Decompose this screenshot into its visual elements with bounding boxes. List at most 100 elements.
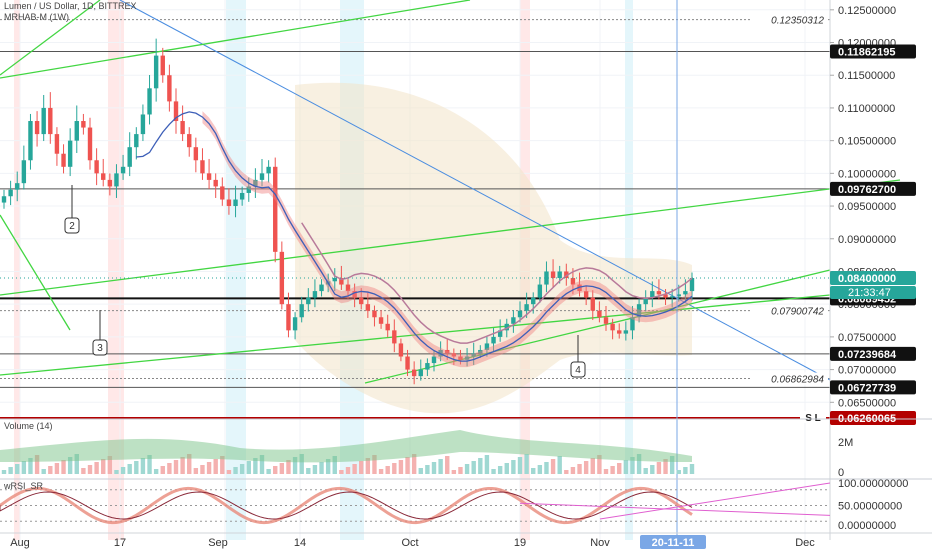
candle-body [617,330,622,334]
volume-bar [200,465,205,474]
wrsi-trendline [519,502,831,516]
volume-bar [623,460,629,474]
volume-bar [67,457,73,474]
candle-body [127,147,132,167]
volume-bar [259,455,265,474]
volume-bar [669,456,675,474]
symbol-title: Lumen / US Dollar, 1D, BITTREX [4,1,137,11]
level-label-bg [752,372,828,385]
volume-bar [471,461,476,474]
volume-bar [94,462,99,474]
date-badge-label: 20-11-11 [652,537,695,549]
candle-body [537,284,543,298]
volume-bar [48,466,53,474]
volume-bar [239,464,245,474]
volume-band [0,430,692,463]
volume-bar [345,467,351,474]
candle-body [683,291,688,295]
candle-body [266,166,271,174]
candle-body [140,114,146,135]
candle-body [259,173,265,180]
wrsi-trendline [599,482,831,520]
candle-body [650,291,655,298]
price-tick-label: 0.10000000 [838,168,896,180]
volume-bar [564,470,569,474]
highlight-band [226,0,246,540]
price-tick-label: 0.07000000 [838,365,896,377]
volume-bar [332,456,337,474]
candle-body [312,291,318,298]
sl-tag-bg [800,410,826,423]
candle-body [471,353,476,357]
volume-bar [451,470,457,474]
candle-body [597,310,602,318]
wrsi-tick: 0.00000000 [838,520,896,532]
candle-body [478,349,483,354]
volume-bar [292,457,298,474]
candle-body [74,121,79,141]
candle-body [656,291,662,295]
volume-bar [1,470,7,474]
time-tick-label: Oct [401,537,418,549]
volume-bar [372,455,377,474]
volume-bar [650,465,655,474]
volume-bar [478,458,483,474]
candle-body [220,186,225,200]
volume-bar [676,470,681,474]
last-price-label: 0.08400000 [838,273,896,285]
volume-bar [74,454,79,474]
wave-label-box [64,217,80,234]
volume-bar [266,469,271,474]
candle-body [544,271,549,285]
volume-bar [689,464,695,474]
price-tick-label: 0.12500000 [838,5,896,17]
candle-body [378,317,384,324]
candle-body [590,297,595,311]
candle-body [54,134,60,154]
candle-body [81,121,86,128]
volume-bar [385,466,390,474]
candle-body [332,278,337,282]
candle-body [246,186,251,193]
candle-body [279,251,285,305]
volume-bar [107,456,113,474]
candle-body [15,183,20,190]
candle-body [120,166,126,174]
volume-bar [167,463,172,474]
candle-body [134,134,139,148]
candle-body [180,121,185,135]
candle-body [392,330,397,344]
candle-body [550,271,556,279]
volume-bar [312,465,318,474]
volume-tick: 0 [838,467,844,479]
volume-bar [81,468,86,474]
volume-bar [34,455,40,474]
volume-bar [286,460,291,474]
channel-line [0,214,71,331]
candle-body [299,304,304,318]
price-tick-label: 0.09000000 [838,234,896,246]
volume-bar [101,459,106,474]
indicator-title: MRHAB-M (1W) [4,12,69,22]
volume-bar [180,457,185,474]
candle-body [583,291,589,298]
volume-bar [365,458,371,474]
volume-bar [134,461,139,474]
volume-bar [405,457,410,474]
candle-body [273,166,278,252]
time-tick-label: Sep [208,537,228,549]
candle-body [286,304,291,331]
wave-label: 4 [575,365,581,376]
level-badge [830,346,916,361]
candle-body [21,160,27,184]
candle-body [405,356,410,370]
candle-body [193,147,199,161]
candle-body [425,363,430,370]
volume-bar [431,462,437,474]
candle-body [484,343,490,350]
candle-body [504,323,509,331]
candle-body [200,160,205,174]
volume-bar [87,465,93,474]
price-tick-label: 0.07500000 [838,332,896,344]
